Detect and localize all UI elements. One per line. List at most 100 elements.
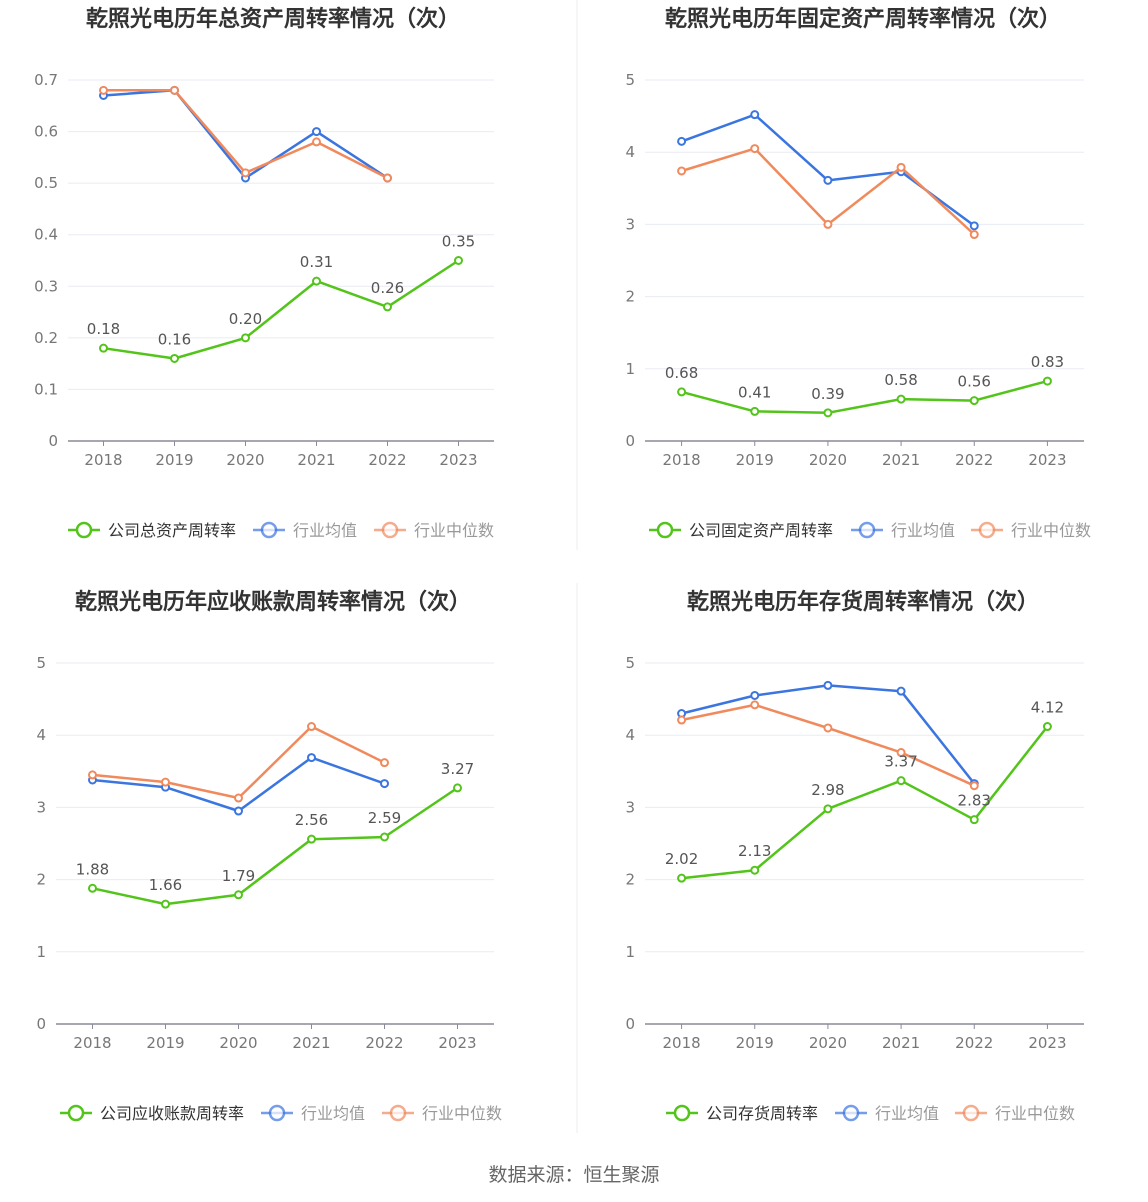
data-point-industry_avg[interactable] [750, 110, 760, 120]
data-point-industry_median[interactable] [969, 230, 979, 240]
legend-label[interactable]: 行业中位数 [414, 521, 494, 540]
data-point-company[interactable] [677, 387, 687, 397]
data-point-industry_median[interactable] [896, 162, 906, 172]
data-point-industry_median[interactable] [969, 781, 979, 791]
legend-label[interactable]: 行业均值 [301, 1104, 365, 1123]
data-point-industry_median[interactable] [234, 793, 243, 803]
legend-label[interactable]: 行业中位数 [422, 1104, 502, 1123]
data-label: 0.39 [811, 385, 844, 403]
data-point-industry_median[interactable] [677, 715, 687, 725]
legend-marker-industry_avg[interactable] [260, 521, 278, 539]
data-point-company[interactable] [454, 256, 463, 265]
data-point-industry_median[interactable] [383, 173, 392, 183]
charts-canvas: 乾照光电历年总资产周转率情况（次） 0 0.1 0.2 0.3 0.4 0.5 0.6 0.7 2… [34, 0, 1091, 1133]
x-tick-label: 2019 [146, 1034, 184, 1052]
data-point-industry_avg[interactable] [823, 680, 833, 690]
legend-label[interactable]: 行业均值 [293, 521, 357, 540]
legend-marker-industry_median[interactable] [389, 1104, 407, 1122]
legend-label[interactable]: 行业中位数 [1011, 521, 1091, 540]
data-point-industry_avg[interactable] [380, 779, 389, 789]
legend-marker-industry_median[interactable] [962, 1104, 980, 1122]
data-label: 0.18 [87, 320, 120, 338]
data-point-industry_avg[interactable] [750, 690, 760, 700]
data-point-industry_median[interactable] [750, 700, 760, 710]
x-tick-label: 2020 [219, 1034, 257, 1052]
data-point-industry_avg[interactable] [307, 753, 316, 763]
data-point-company[interactable] [383, 302, 392, 312]
legend-label[interactable]: 行业均值 [875, 1104, 939, 1123]
legend-label[interactable]: 行业中位数 [995, 1104, 1075, 1123]
data-point-company[interactable] [896, 394, 906, 404]
data-point-company[interactable] [234, 890, 243, 900]
data-point-industry_median[interactable] [307, 722, 316, 732]
data-point-industry_median[interactable] [312, 137, 321, 147]
data-point-industry_median[interactable] [241, 168, 250, 178]
data-label: 2.98 [811, 781, 844, 799]
data-point-company[interactable] [161, 899, 170, 909]
x-tick-label: 2021 [292, 1034, 330, 1052]
series-line-industry_median [103, 89, 389, 180]
x-tick-label: 2020 [226, 451, 264, 469]
data-point-industry_median[interactable] [380, 758, 389, 768]
data-point-industry_median[interactable] [677, 166, 687, 176]
data-point-industry_median[interactable] [823, 723, 833, 733]
legend-label[interactable]: 公司固定资产周转率 [689, 521, 833, 540]
data-point-company[interactable] [307, 834, 316, 844]
legend-marker-industry_avg[interactable] [858, 521, 876, 539]
series-line-industry_median [92, 725, 386, 800]
legend-marker-industry_avg[interactable] [842, 1104, 860, 1122]
legend-marker-company[interactable] [75, 521, 93, 539]
y-tick-label: 0 [48, 432, 58, 450]
legend-label[interactable]: 公司应收账款周转率 [100, 1104, 244, 1123]
data-point-company[interactable] [750, 865, 760, 875]
data-label: 0.16 [158, 330, 191, 348]
legend-label[interactable]: 公司存货周转率 [706, 1104, 818, 1123]
legend-marker-industry_median[interactable] [978, 521, 996, 539]
data-point-industry_avg[interactable] [234, 806, 243, 816]
data-point-company[interactable] [312, 276, 321, 286]
data-label: 1.66 [149, 876, 182, 894]
data-point-industry_median[interactable] [170, 85, 179, 95]
data-point-industry_avg[interactable] [823, 175, 833, 185]
data-point-company[interactable] [823, 804, 833, 814]
legend-label[interactable]: 公司总资产周转率 [108, 521, 236, 540]
data-label: 0.31 [300, 253, 333, 271]
data-point-company[interactable] [750, 406, 760, 416]
data-point-industry_avg[interactable] [312, 127, 321, 137]
legend-label[interactable]: 行业均值 [891, 521, 955, 540]
y-tick-label: 3 [36, 798, 46, 816]
legend-marker-company[interactable] [67, 1104, 85, 1122]
data-point-industry_median[interactable] [750, 144, 760, 154]
data-label: 0.41 [738, 383, 771, 401]
data-point-company[interactable] [380, 832, 389, 842]
data-point-company[interactable] [969, 396, 979, 406]
data-point-company[interactable] [896, 776, 906, 786]
x-tick-label: 2022 [368, 451, 406, 469]
legend-marker-industry_median[interactable] [381, 521, 399, 539]
data-point-industry_median[interactable] [88, 770, 97, 780]
data-point-company[interactable] [453, 783, 462, 793]
data-label: 4.12 [1031, 699, 1064, 717]
data-point-company[interactable] [677, 873, 687, 883]
data-point-company[interactable] [241, 333, 250, 343]
data-point-company[interactable] [1042, 376, 1052, 386]
data-point-industry_median[interactable] [99, 85, 108, 95]
data-point-company[interactable] [969, 815, 979, 825]
data-point-company[interactable] [99, 343, 108, 353]
y-tick-label: 5 [625, 654, 635, 672]
data-point-company[interactable] [170, 353, 179, 363]
data-point-industry_median[interactable] [823, 219, 833, 229]
legend-marker-company[interactable] [673, 1104, 691, 1122]
data-point-company[interactable] [823, 408, 833, 418]
data-point-company[interactable] [1042, 722, 1052, 732]
data-point-industry_avg[interactable] [969, 221, 979, 231]
legend-marker-company[interactable] [656, 521, 674, 539]
legend-marker-industry_avg[interactable] [268, 1104, 286, 1122]
data-label: 0.68 [665, 364, 698, 382]
data-point-industry_avg[interactable] [896, 686, 906, 696]
data-point-industry_median[interactable] [896, 748, 906, 758]
data-point-industry_median[interactable] [161, 777, 170, 787]
data-point-industry_avg[interactable] [677, 136, 687, 146]
data-point-company[interactable] [88, 883, 97, 893]
y-tick-label: 1 [36, 943, 46, 961]
